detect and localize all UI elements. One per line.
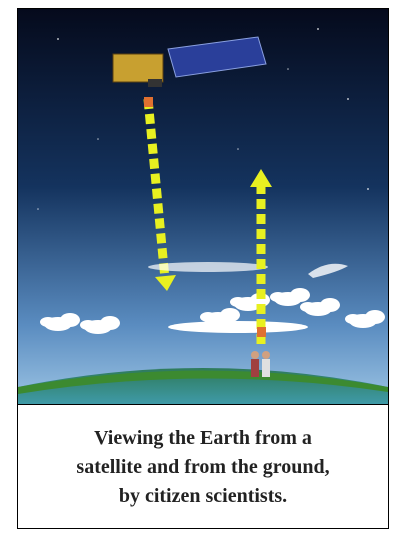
caption-line: Viewing the Earth from a	[94, 424, 312, 453]
caption-line: by citizen scientists.	[119, 482, 287, 511]
figure: Viewing the Earth from a satellite and f…	[17, 8, 389, 529]
caption: Viewing the Earth from a satellite and f…	[18, 404, 388, 529]
illustration	[18, 9, 388, 404]
caption-line: satellite and from the ground,	[76, 453, 329, 482]
